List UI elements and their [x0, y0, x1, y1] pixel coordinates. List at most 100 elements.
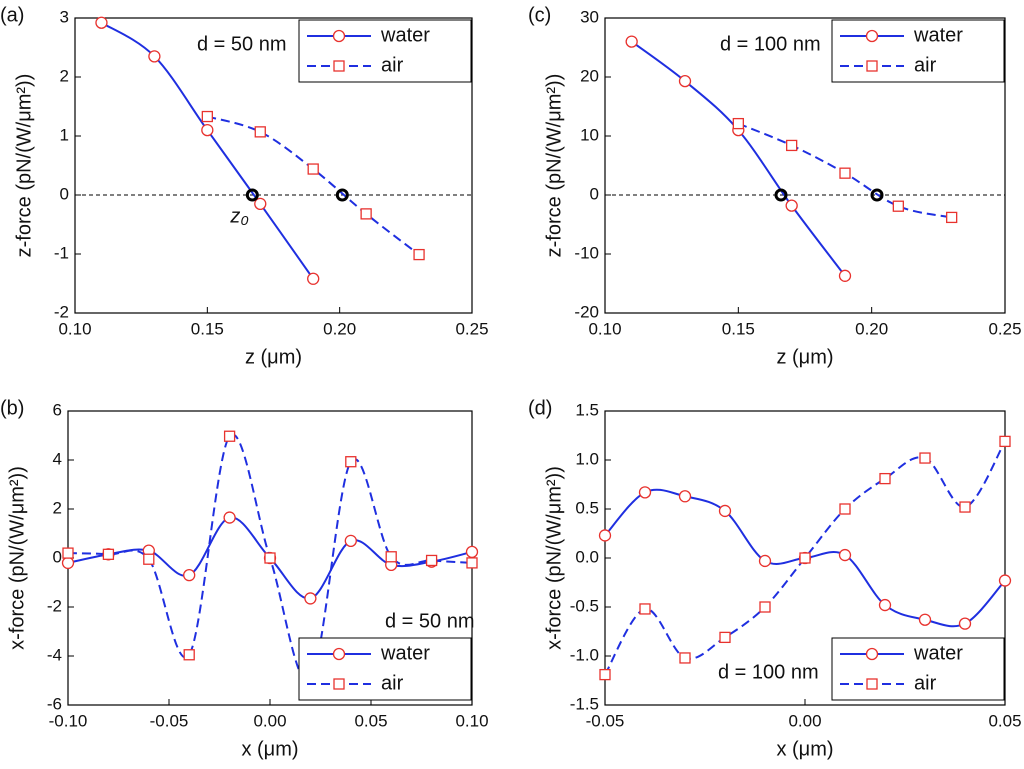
- legend-label: water: [380, 24, 430, 46]
- marker: [598, 529, 612, 542]
- marker: [879, 472, 891, 485]
- x-tick-label: 0.25: [455, 319, 488, 338]
- x-tick-label: 0.20: [323, 319, 356, 338]
- y-tick-label: -1.5: [570, 694, 599, 713]
- zero-point: [870, 188, 884, 202]
- y-axis-label: z-force (pN/(W/μm²)): [543, 74, 565, 258]
- plot-frame: [604, 17, 1006, 314]
- marker: [61, 556, 75, 570]
- y-tick-label: 6: [53, 400, 62, 419]
- y-tick-label: -1: [54, 243, 69, 262]
- marker: [786, 139, 798, 152]
- x-tick-label: -0.10: [49, 711, 88, 730]
- x-tick-label: 0.05: [354, 711, 387, 730]
- marker: [866, 678, 878, 690]
- marker: [183, 569, 196, 582]
- y-tick-label: -0.5: [570, 596, 599, 615]
- marker: [946, 211, 958, 224]
- marker: [998, 574, 1012, 587]
- legend-label: water: [913, 642, 963, 664]
- marker: [254, 126, 266, 138]
- point-label: z₀: [229, 205, 248, 227]
- marker: [307, 163, 319, 175]
- x-tick-label: 0.10: [58, 319, 91, 338]
- marker: [148, 50, 161, 63]
- marker: [919, 452, 931, 464]
- x-tick-label: 0.15: [722, 319, 755, 338]
- legend-label: water: [913, 24, 963, 46]
- marker: [678, 490, 692, 503]
- x-axis-label: x (μm): [776, 738, 833, 760]
- x-tick-label: 0.10: [455, 711, 488, 730]
- y-tick-label: 20: [580, 66, 599, 85]
- y-tick-label: 0: [53, 547, 62, 566]
- marker: [465, 545, 479, 559]
- marker: [679, 652, 691, 664]
- marker: [625, 35, 638, 48]
- marker: [878, 598, 892, 612]
- marker: [264, 552, 276, 564]
- marker: [918, 613, 932, 626]
- legend-label: air: [914, 54, 937, 76]
- y-tick-label: 2: [60, 66, 69, 85]
- marker: [95, 16, 108, 29]
- y-tick-label: 4: [53, 449, 62, 468]
- marker: [718, 504, 732, 518]
- legend-box: [831, 637, 1005, 701]
- x-tick-label: -0.05: [150, 711, 189, 730]
- y-tick-label: 3: [60, 7, 69, 26]
- y-tick-label: 0.5: [575, 498, 599, 517]
- marker: [254, 197, 267, 211]
- y-tick-label: -6: [47, 694, 62, 713]
- marker: [201, 123, 214, 137]
- marker: [865, 647, 879, 661]
- marker: [385, 551, 397, 563]
- x-tick-label: 0.00: [788, 711, 821, 730]
- y-tick-label: -10: [574, 243, 599, 262]
- marker: [678, 74, 692, 88]
- legend-box: [831, 19, 1005, 83]
- panel-label: (a): [0, 4, 24, 26]
- marker: [839, 503, 851, 515]
- y-tick-label: -2: [54, 302, 69, 321]
- marker: [638, 486, 652, 499]
- y-tick-label: 1.5: [575, 400, 599, 419]
- marker: [304, 592, 317, 605]
- x-tick-label: 0.25: [988, 319, 1021, 338]
- marker: [719, 631, 731, 644]
- series-line: [631, 40, 846, 277]
- marker: [785, 199, 798, 212]
- marker: [892, 200, 904, 212]
- marker: [999, 435, 1011, 448]
- zero-point: [335, 188, 349, 202]
- marker: [62, 547, 74, 559]
- panel-label: (b): [0, 397, 24, 419]
- x-axis-label: x (μm): [241, 738, 298, 760]
- marker: [183, 649, 195, 661]
- marker: [866, 60, 878, 72]
- x-tick-label: -0.05: [586, 711, 625, 730]
- y-tick-label: 0: [60, 184, 69, 203]
- marker: [758, 554, 772, 568]
- marker: [466, 557, 478, 569]
- marker: [307, 272, 320, 285]
- series-line: [604, 440, 1006, 676]
- annotation: d = 50 nm: [197, 33, 287, 55]
- x-axis-label: z (μm): [245, 346, 302, 368]
- y-tick-label: -20: [574, 302, 599, 321]
- y-axis-label: z-force (pN/(W/μm²)): [13, 74, 35, 258]
- plot-frame: [74, 17, 473, 314]
- y-tick-label: 2: [53, 498, 62, 517]
- marker: [838, 269, 852, 282]
- marker: [344, 534, 357, 547]
- marker: [838, 548, 852, 562]
- x-tick-label: 0.00: [253, 711, 286, 730]
- y-tick-label: 1.0: [575, 449, 599, 468]
- x-tick-label: 0.05: [988, 711, 1021, 730]
- marker: [223, 511, 236, 524]
- legend-label: water: [380, 642, 430, 664]
- marker: [839, 167, 851, 179]
- y-axis-label: x-force (pN/(W/μm²)): [6, 466, 28, 650]
- marker: [732, 117, 744, 130]
